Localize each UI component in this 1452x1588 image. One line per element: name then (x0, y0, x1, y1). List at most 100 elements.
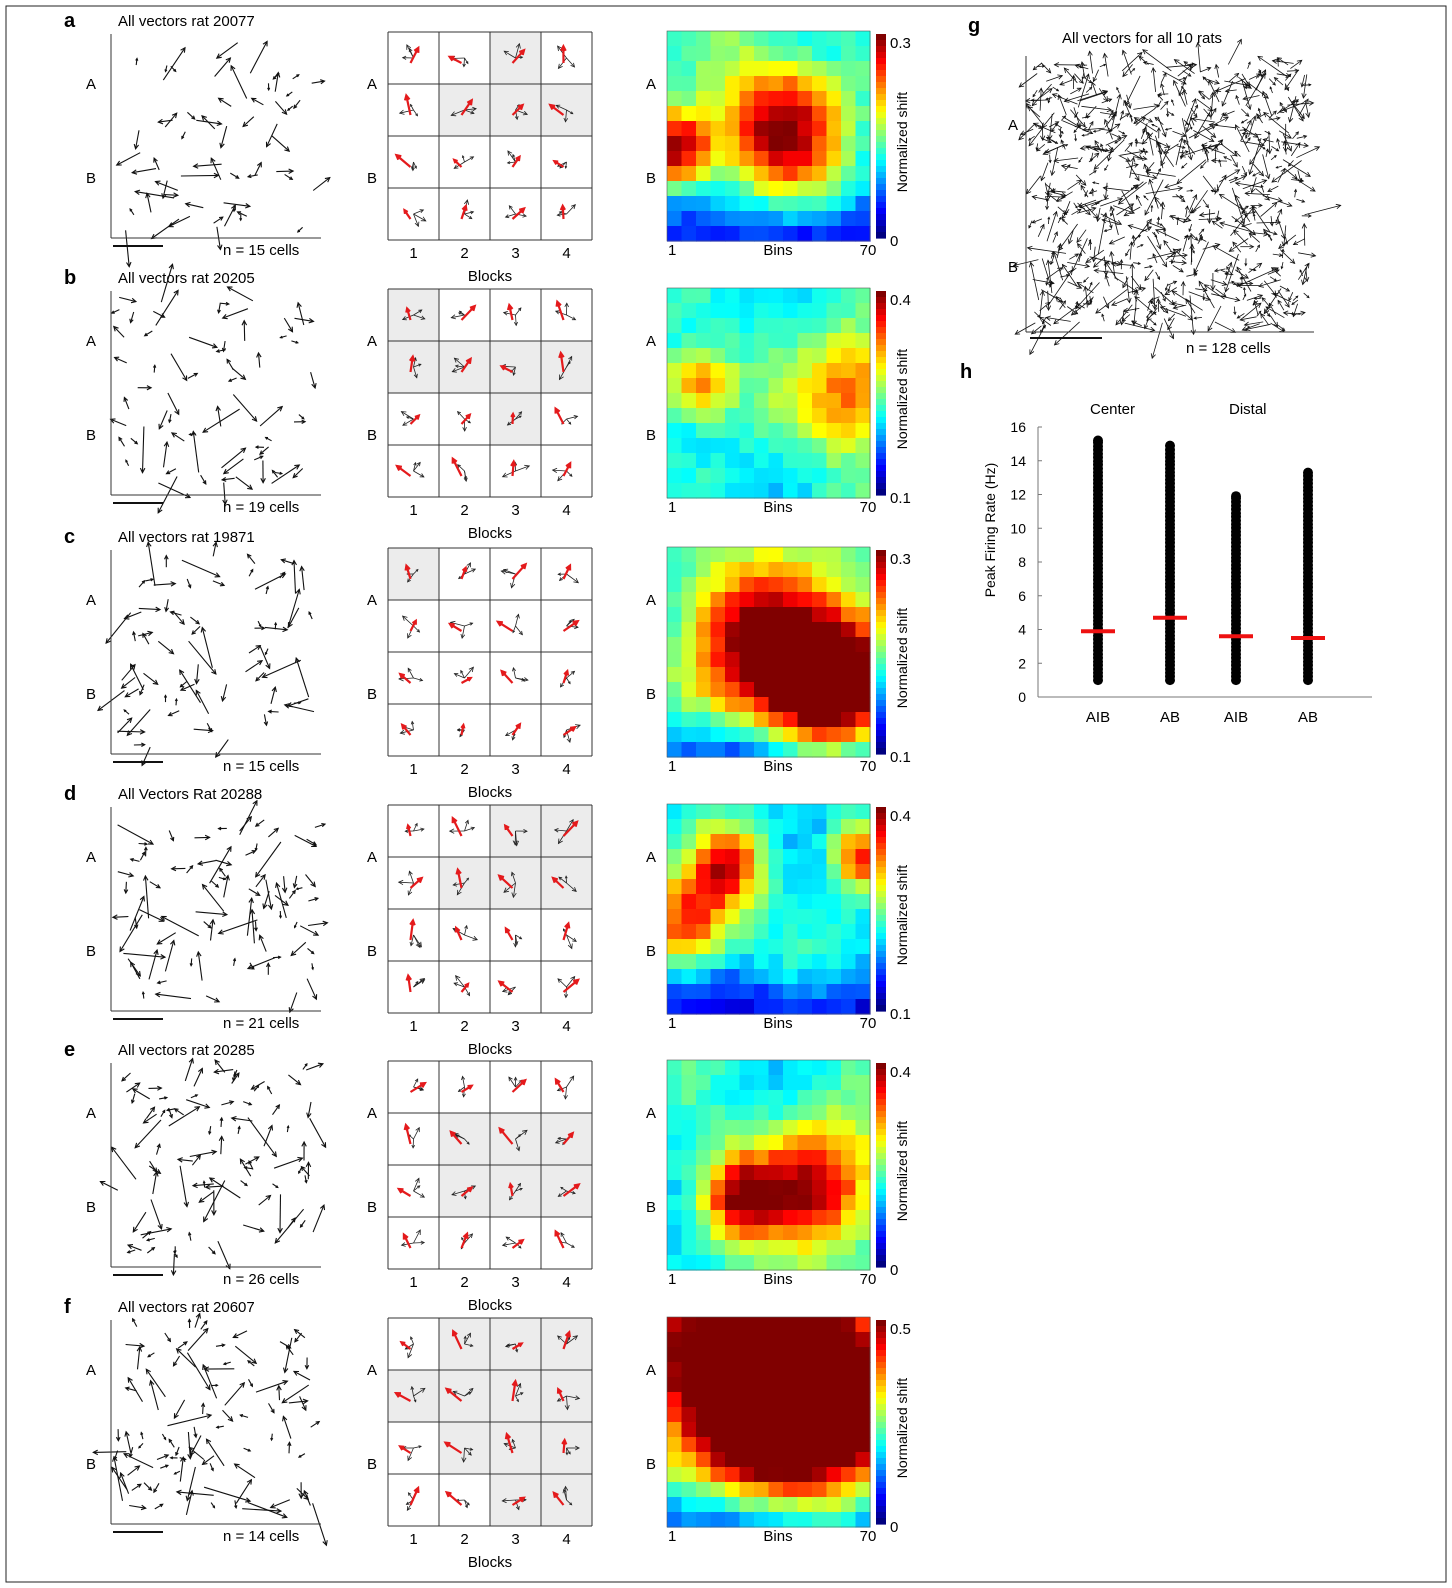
block-vector (513, 667, 516, 679)
vector-arrow (168, 1106, 200, 1127)
vector-arrow (1253, 214, 1256, 221)
vector-arrow-head (262, 903, 268, 910)
vector-arrow (1215, 139, 1223, 150)
vector-arrow-head (1172, 304, 1178, 310)
colorbar-segment (876, 142, 886, 149)
vector-arrow-head (261, 673, 268, 679)
heatmap-cell (855, 1255, 871, 1271)
vector-arrow (1084, 77, 1092, 84)
vector-arrow (1247, 61, 1251, 69)
vector-arrow-head (151, 1246, 156, 1251)
heatmap-cell (725, 181, 741, 197)
vector-arrow-head (281, 1398, 288, 1404)
vector-arrow-head (110, 1146, 117, 1153)
vector-arrow (1212, 220, 1223, 229)
heatmap-cell (754, 924, 770, 940)
vector-arrow (150, 1380, 159, 1411)
heatmap-cell (797, 438, 813, 454)
mean-block-vector-head (443, 1441, 451, 1448)
vector-arrow-head (211, 1210, 217, 1216)
vector-arrow (1226, 266, 1232, 275)
heatmap-cell (681, 577, 697, 593)
vector-arrow (1278, 234, 1297, 249)
vector-arrow (1104, 228, 1112, 232)
heatmap-cell (841, 333, 857, 349)
heatmap-cell (797, 1120, 813, 1136)
heatmap (667, 1317, 871, 1528)
vector-arrow (1047, 290, 1049, 311)
vector-arrow-head (324, 176, 331, 183)
heatmap-cell (797, 1467, 813, 1483)
heatmap-cell (681, 438, 697, 454)
vector-arrow (1242, 179, 1267, 190)
vector-arrow (1049, 154, 1051, 163)
block-vector-head (411, 1144, 416, 1149)
vector-arrow-head (1276, 57, 1280, 62)
vector-arrow (180, 681, 188, 688)
mean-block-vector-head (520, 562, 528, 570)
vector-arrow (1183, 90, 1188, 105)
vector-arrow (1176, 217, 1179, 226)
block-vector-head (407, 1455, 412, 1462)
vector-arrow (147, 1352, 155, 1358)
vector-arrow-head (1275, 148, 1280, 152)
vector-arrow (139, 851, 146, 861)
heatmap-cell (725, 46, 741, 62)
vector-arrow-head (294, 656, 301, 664)
vector-arrow-head (217, 244, 223, 251)
colorbar-segment (876, 489, 886, 496)
vector-arrow (231, 1117, 253, 1122)
heatmap-cell (841, 363, 857, 379)
colorbar-segment (876, 477, 886, 484)
heatmap-cell (797, 712, 813, 728)
heatmap-cell (797, 136, 813, 152)
colorbar-segment (876, 1093, 886, 1100)
vector-arrow-head (1058, 216, 1062, 220)
vector-arrow-head (210, 1467, 214, 1472)
vector-arrow-head (1213, 89, 1219, 95)
vector-arrow-head (1249, 244, 1255, 250)
colorbar-segment (876, 52, 886, 59)
block-vector-head (407, 578, 411, 583)
heatmap-cell (855, 1392, 871, 1408)
heatmap-cell (812, 804, 828, 820)
vector-arrow-head (1133, 184, 1139, 190)
mean-block-vector (460, 99, 473, 116)
vector-arrow-head (1266, 313, 1271, 318)
block-vector (456, 882, 465, 895)
heatmap-cell (696, 438, 712, 454)
colorbar-segment (876, 40, 886, 47)
heatmap-cell (710, 1135, 726, 1151)
vector-arrow (1215, 78, 1246, 92)
block-vector (402, 615, 414, 627)
vector-arrow (1244, 321, 1264, 326)
vector-arrow-head (1061, 192, 1067, 198)
vector-arrow (1041, 258, 1052, 287)
vector-arrow (211, 880, 219, 888)
heatmap-cell (812, 894, 828, 910)
heatmap-cell (710, 1195, 726, 1211)
heatmap-cell (812, 1105, 828, 1121)
block-vector-head (453, 673, 459, 677)
block-vector-head (451, 368, 457, 373)
vector-arrow (117, 871, 134, 877)
vector-arrow-head (1269, 222, 1274, 227)
vector-arrow (168, 413, 172, 423)
heatmap-cell (783, 1165, 799, 1181)
vector-arrow-head (1076, 281, 1083, 287)
block-vector (451, 314, 465, 319)
block-vector-head (506, 421, 512, 426)
vector-arrow-head (1241, 326, 1248, 332)
vector-arrow (1288, 292, 1294, 301)
block-vector-head (511, 892, 517, 899)
block-vector-head (515, 1348, 519, 1353)
vector-arrow-head (295, 588, 301, 595)
vector-arrow-head (1303, 142, 1309, 148)
heatmap-cell (754, 1407, 770, 1423)
heatmap-cell (696, 682, 712, 698)
vector-arrow (156, 1454, 169, 1461)
vector-arrow-head (1282, 146, 1289, 153)
heatmap (667, 1060, 871, 1271)
vector-arrow (1089, 256, 1122, 265)
